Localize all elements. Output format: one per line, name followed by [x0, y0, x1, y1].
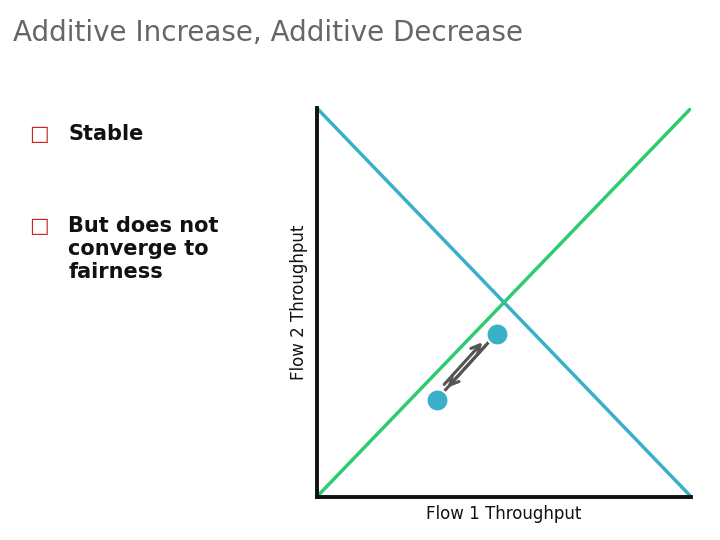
Y-axis label: Flow 2 Throughput: Flow 2 Throughput — [290, 225, 308, 380]
Text: 42: 42 — [9, 63, 30, 78]
Text: □: □ — [29, 124, 48, 144]
Point — [431, 395, 442, 404]
Text: □: □ — [29, 216, 48, 236]
Point — [491, 329, 503, 338]
Text: Stable: Stable — [68, 124, 144, 144]
X-axis label: Flow 1 Throughput: Flow 1 Throughput — [426, 505, 582, 523]
Text: But does not
converge to
fairness: But does not converge to fairness — [68, 216, 219, 282]
Text: Additive Increase, Additive Decrease: Additive Increase, Additive Decrease — [13, 19, 523, 47]
